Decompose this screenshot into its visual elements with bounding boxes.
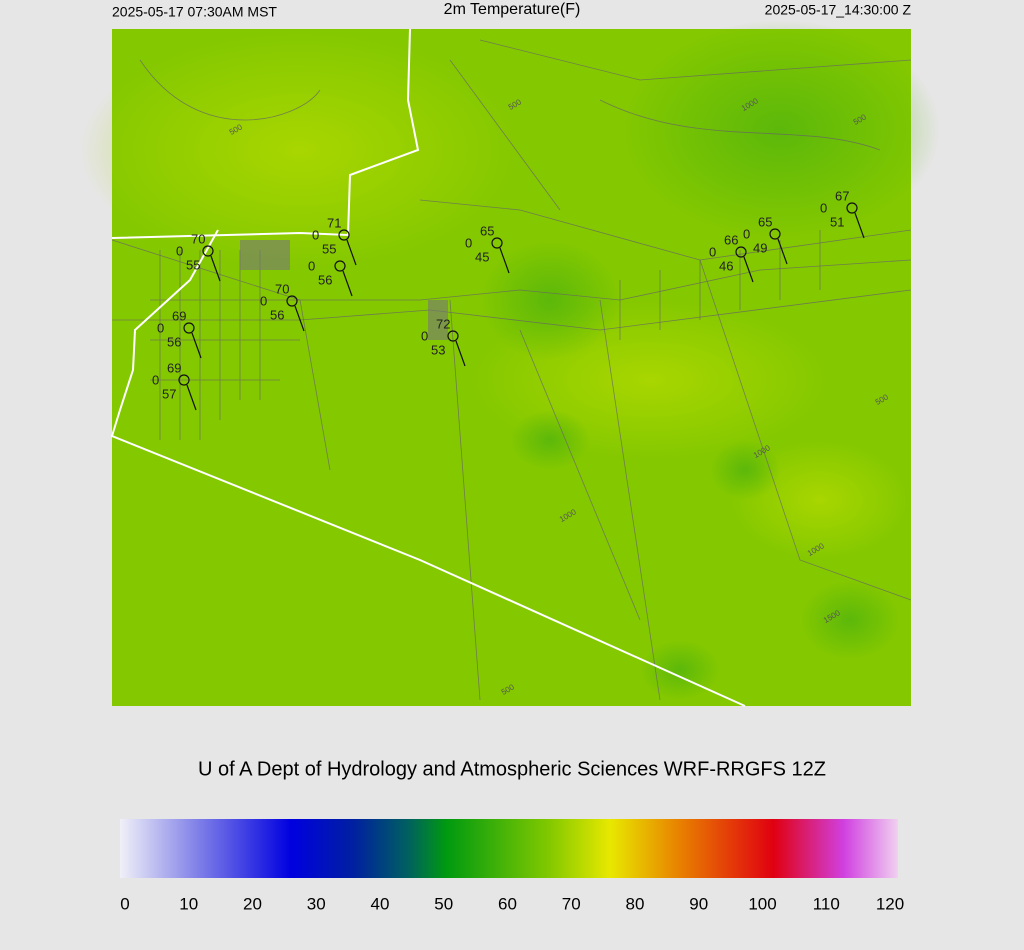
wind-speed: 0 (152, 372, 159, 387)
wind-speed: 0 (176, 243, 183, 258)
dewpoint: 56 (318, 272, 332, 287)
dewpoint: 55 (186, 257, 200, 272)
wind-barb (294, 305, 305, 332)
wind-speed: 0 (260, 293, 267, 308)
dewpoint: 51 (830, 214, 844, 229)
wind-barb (499, 247, 510, 274)
wind-speed: 0 (308, 258, 315, 273)
wind-barb (777, 238, 788, 265)
colorbar (120, 819, 898, 878)
temperature: 66 (724, 232, 738, 247)
wind-barb (210, 255, 221, 282)
wind-speed: 0 (157, 320, 164, 335)
temperature: 67 (835, 188, 849, 203)
station-circle (202, 245, 214, 257)
station-circle (491, 237, 503, 249)
temperature: 69 (172, 308, 186, 323)
station-circle (178, 374, 190, 386)
colorbar-tick-label: 110 (813, 894, 840, 913)
wind-barb (342, 270, 353, 297)
colorbar-tick-label: 30 (307, 894, 326, 913)
wind-speed: 0 (743, 226, 750, 241)
colorbar-tick-label: 40 (371, 894, 390, 913)
dewpoint: 57 (162, 386, 176, 401)
wind-barb (186, 384, 197, 411)
dewpoint: 46 (719, 258, 733, 273)
map (80, 20, 940, 707)
wind-speed: 0 (709, 244, 716, 259)
colorbar-tick-label: 10 (179, 894, 198, 913)
header-left: 2025-05-17 07:30AM MST (112, 4, 277, 20)
wind-speed: 0 (312, 227, 319, 242)
wind-barb (455, 340, 466, 367)
temperature: 72 (436, 316, 450, 331)
station-circle (846, 202, 858, 214)
footer: U of A Dept of Hydrology and Atmospheric… (198, 758, 826, 780)
temperature: 65 (480, 223, 494, 238)
temperature: 70 (191, 231, 205, 246)
wind-speed: 0 (820, 200, 827, 215)
dewpoint: 56 (167, 334, 181, 349)
dewpoint: 49 (753, 240, 767, 255)
header-title: 2m Temperature(F) (444, 1, 581, 18)
colorbar-tick-label: 120 (876, 894, 904, 913)
station-circle (735, 246, 747, 258)
colorbar-tick-label: 70 (562, 894, 581, 913)
dewpoint: 56 (270, 307, 284, 322)
wind-barb (346, 239, 357, 266)
colorbar-tick-label: 20 (243, 894, 262, 913)
temperature: 71 (327, 215, 341, 230)
dewpoint: 53 (431, 342, 445, 357)
temperature: 65 (758, 214, 772, 229)
station-circle (334, 260, 346, 272)
temperature: 69 (167, 360, 181, 375)
station-circle (447, 330, 459, 342)
dewpoint: 55 (322, 241, 336, 256)
colorbar-tick-label: 80 (626, 894, 645, 913)
colorbar-tick-label: 60 (498, 894, 517, 913)
wind-barb (743, 256, 754, 283)
station-circle (183, 322, 195, 334)
wind-speed: 0 (421, 328, 428, 343)
station-circle (769, 228, 781, 240)
station-circle (338, 229, 350, 241)
colorbar-tick-label: 90 (689, 894, 708, 913)
temperature: 70 (275, 281, 289, 296)
wind-speed: 0 (465, 235, 472, 250)
dewpoint: 45 (475, 249, 489, 264)
wind-barb (191, 332, 202, 359)
colorbar-tick-label: 100 (748, 894, 776, 913)
wind-barb (854, 212, 865, 239)
header-right: 2025-05-17_14:30:00 Z (765, 2, 912, 18)
colorbar-tick-label: 0 (120, 894, 129, 913)
station-circle (286, 295, 298, 307)
colorbar-tick-label: 50 (434, 894, 453, 913)
